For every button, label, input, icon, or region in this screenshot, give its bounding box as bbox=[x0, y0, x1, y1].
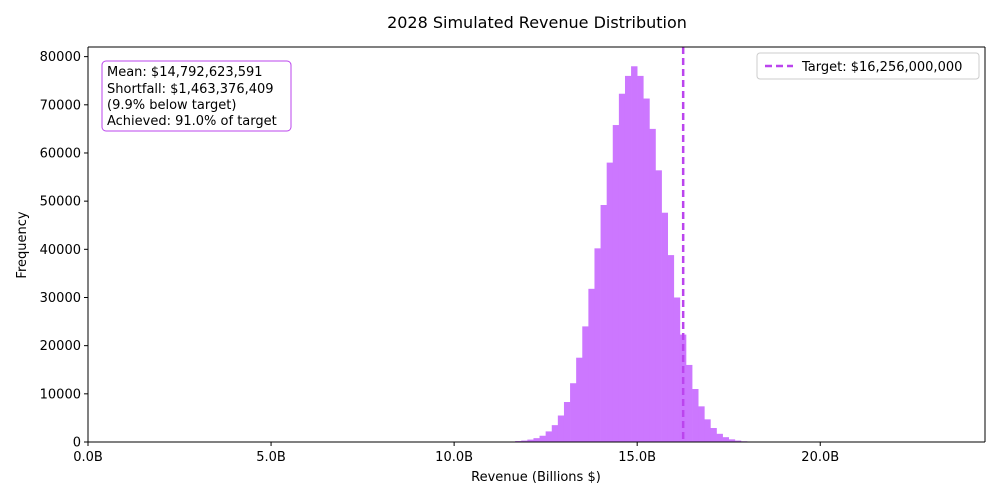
x-axis-label: Revenue (Billions $) bbox=[471, 470, 601, 485]
x-tick-label: 10.0B bbox=[435, 450, 473, 465]
histogram-bar bbox=[667, 255, 675, 442]
stats-annotation: Mean: $14,792,623,591 Shortfall: $1,463,… bbox=[101, 60, 292, 132]
x-tick-label: 20.0B bbox=[801, 450, 839, 465]
y-tick-label: 70000 bbox=[40, 98, 81, 113]
histogram-bar bbox=[722, 437, 730, 442]
annotation-line-shortfall: Shortfall: $1,463,376,409 bbox=[107, 82, 274, 97]
y-axis-ticks: 0 10000 20000 30000 40000 50000 60000 70000 8000… bbox=[40, 50, 88, 451]
annotation-line-mean: Mean: $14,792,623,591 bbox=[107, 65, 263, 80]
histogram-bar bbox=[576, 357, 583, 442]
histogram-bar bbox=[557, 415, 565, 442]
histogram-bar bbox=[563, 402, 571, 442]
histogram-bar bbox=[582, 326, 589, 442]
histogram-bar bbox=[631, 66, 638, 443]
histogram-bar bbox=[637, 75, 644, 443]
x-tick-label: 5.0B bbox=[256, 450, 286, 465]
histogram-bar bbox=[673, 297, 681, 442]
histogram-bar bbox=[551, 425, 559, 442]
histogram-bar bbox=[704, 419, 711, 442]
annotation-line-achieved: Achieved: 91.0% of target bbox=[107, 114, 277, 129]
histogram-bar bbox=[600, 205, 607, 442]
x-axis-ticks: 0.0B 5.0B 10.0B 15.0B 20.0B bbox=[73, 442, 839, 465]
histogram-bar bbox=[533, 438, 540, 442]
histogram-bar bbox=[588, 288, 595, 442]
histogram-bar bbox=[716, 433, 723, 442]
axes bbox=[87, 46, 986, 443]
y-axis-label: Frequency bbox=[15, 211, 30, 278]
histogram-bar bbox=[545, 431, 553, 442]
histogram-bar bbox=[734, 440, 742, 442]
x-tick-label: 15.0B bbox=[618, 450, 656, 465]
legend: Target: $16,256,000,000 bbox=[756, 52, 980, 80]
histogram-bar bbox=[685, 364, 693, 442]
y-tick-label: 40000 bbox=[40, 243, 81, 258]
histogram-bar bbox=[521, 440, 528, 442]
x-tick-label: 0.0B bbox=[73, 450, 103, 465]
y-tick-label: 30000 bbox=[40, 291, 81, 306]
histogram-bar bbox=[527, 439, 534, 442]
histogram-bar bbox=[606, 162, 614, 443]
histogram-bar bbox=[612, 125, 620, 442]
y-tick-label: 80000 bbox=[40, 50, 81, 65]
histogram-bar bbox=[594, 248, 601, 442]
stats-annotation-box bbox=[101, 60, 292, 132]
histogram-bar bbox=[618, 93, 626, 442]
histogram-bar bbox=[698, 406, 705, 442]
histogram-bar bbox=[649, 128, 656, 442]
annotation-line-percent: (9.9% below target) bbox=[107, 98, 236, 113]
histogram-bar bbox=[710, 428, 717, 442]
histogram-bar bbox=[661, 212, 669, 442]
histogram-bar bbox=[655, 170, 662, 442]
histogram-bar bbox=[570, 383, 577, 442]
y-tick-label: 50000 bbox=[40, 195, 81, 210]
y-tick-label: 60000 bbox=[40, 146, 81, 161]
y-tick-label: 20000 bbox=[40, 339, 81, 354]
histogram-bar bbox=[728, 439, 736, 442]
histogram-bar bbox=[692, 389, 699, 442]
legend-label-target: Target: $16,256,000,000 bbox=[801, 60, 962, 75]
y-tick-label: 10000 bbox=[40, 387, 81, 402]
chart-title: 2028 Simulated Revenue Distribution bbox=[387, 13, 687, 32]
histogram-bar bbox=[539, 435, 546, 442]
legend-box bbox=[756, 52, 980, 80]
histogram-bar bbox=[624, 75, 632, 443]
histogram-bar bbox=[643, 98, 650, 442]
y-tick-label: 0 bbox=[73, 436, 81, 451]
